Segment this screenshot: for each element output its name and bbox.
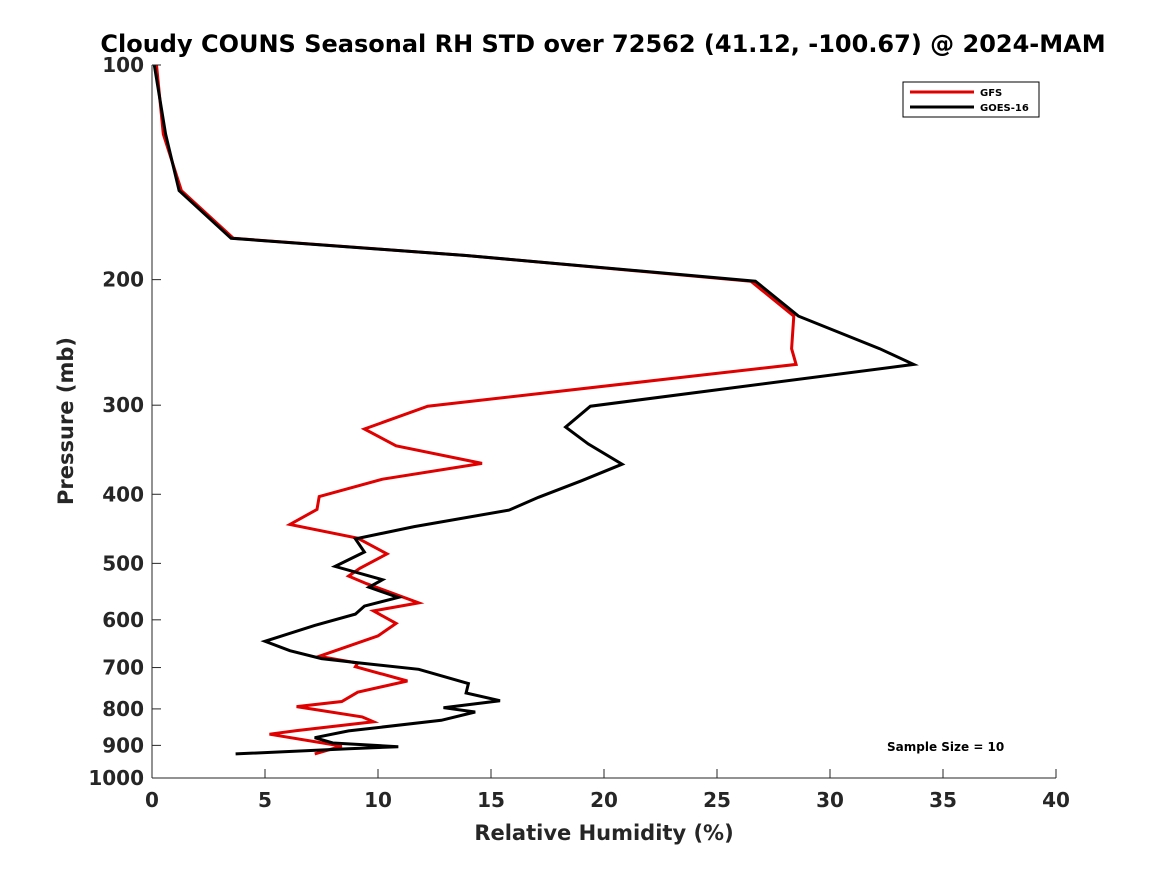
series-layer: [152, 64, 919, 756]
y-tick-label: 600: [102, 608, 144, 632]
x-ticks: 0 5 10 15 20 25 30 35 40: [145, 769, 1070, 812]
chart-title: Cloudy COUNS Seasonal RH STD over 72562 …: [100, 30, 1105, 58]
sample-size-annotation: Sample Size = 10: [887, 740, 1004, 754]
y-ticks: 100 200 300 400 500 600 700 800 900 1000: [88, 53, 161, 790]
y-axis-label: Pressure (mb): [54, 337, 78, 505]
x-axis-label: Relative Humidity (%): [474, 821, 733, 845]
y-tick-label: 500: [102, 551, 144, 575]
x-tick-label: 0: [145, 788, 159, 812]
x-tick-label: 10: [364, 788, 392, 812]
y-tick-label: 100: [102, 53, 144, 77]
y-tick-label: 1000: [88, 766, 144, 790]
x-tick-label: 20: [590, 788, 618, 812]
y-tick-label: 900: [102, 733, 144, 757]
series-line-gfs: [155, 64, 799, 756]
legend-label-gfs: GFS: [980, 88, 1002, 99]
x-tick-label: 25: [703, 788, 731, 812]
y-tick-label: 300: [102, 393, 144, 417]
legend-label-goes16: GOES-16: [980, 103, 1029, 114]
legend-box: [902, 81, 1040, 118]
y-tick-label: 800: [102, 697, 144, 721]
x-tick-label: 35: [929, 788, 957, 812]
x-tick-label: 30: [816, 788, 844, 812]
y-tick-label: 700: [102, 656, 144, 680]
series-line-goes16: [152, 64, 919, 756]
x-tick-label: 40: [1042, 788, 1070, 812]
y-tick-label: 200: [102, 268, 144, 292]
x-tick-label: 15: [477, 788, 505, 812]
x-tick-label: 5: [258, 788, 272, 812]
plot-area: [152, 65, 1056, 778]
legend: GFS GOES-16: [902, 81, 1040, 118]
y-tick-label: 400: [102, 482, 144, 506]
